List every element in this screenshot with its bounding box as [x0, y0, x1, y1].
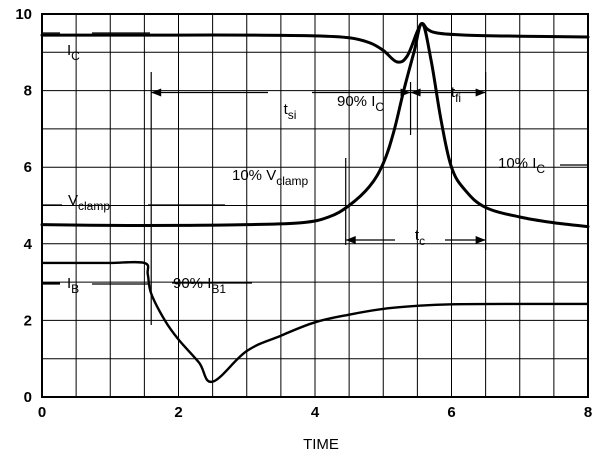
- y-tick-label: 4: [24, 236, 33, 253]
- y-tick-label: 2: [24, 312, 32, 329]
- tfi-arrow-arrowhead-left: [410, 88, 421, 97]
- tsi-arrow-arrowhead-right: [400, 88, 411, 97]
- pct90-ic-label: 90% IC: [337, 93, 384, 114]
- pct90-ib1-label: 90% IB1: [173, 275, 226, 296]
- pct10-ic-label: 10% IC: [498, 155, 545, 176]
- x-tick-label: 8: [584, 404, 592, 421]
- x-tick-label: 6: [447, 404, 455, 421]
- tc-arrow-arrowhead-left: [345, 235, 356, 244]
- tc-arrow-arrowhead-right: [475, 235, 486, 244]
- y-tick-label: 10: [15, 6, 32, 23]
- tfi-label: tfi: [451, 84, 461, 105]
- ib-label: IB: [67, 275, 79, 296]
- y-tick-label: 8: [24, 83, 32, 100]
- tsi-label: tsi: [284, 101, 297, 122]
- series-line-ib: [41, 260, 589, 383]
- annotations: IC Vclamp IB tsi tfi tc 90% IC 10% Vclamp 10% IC…: [42, 32, 588, 325]
- vclamp-label: Vclamp: [68, 192, 110, 213]
- series-line-ic: [40, 22, 590, 64]
- x-tick-label: 2: [174, 404, 182, 421]
- tsi-arrow-arrowhead-left: [151, 88, 162, 97]
- x-tick-label: 0: [38, 404, 46, 421]
- tfi-arrow-arrowhead-right: [475, 88, 486, 97]
- y-tick-label: 6: [24, 159, 32, 176]
- ic-label: IC: [67, 42, 80, 63]
- grid: [42, 14, 588, 397]
- pct10-vclamp-label: 10% Vclamp: [232, 167, 309, 188]
- x-axis-label: TIME: [303, 436, 339, 453]
- y-tick-label: 0: [24, 389, 32, 406]
- x-tick-labels: 0 2 4 6 8: [38, 404, 592, 421]
- x-tick-label: 4: [311, 404, 320, 421]
- tc-label: tc: [415, 227, 425, 248]
- y-tick-labels: 0 2 4 6 8 10: [15, 6, 32, 406]
